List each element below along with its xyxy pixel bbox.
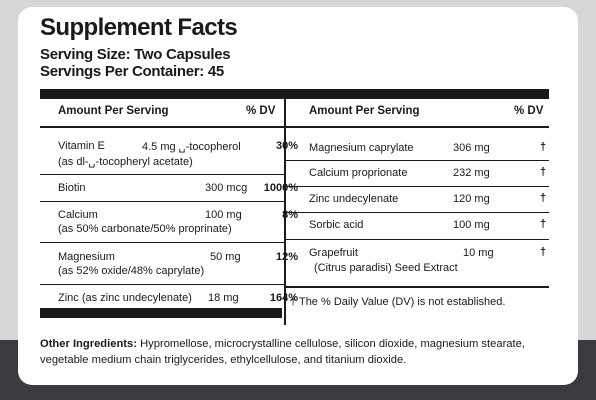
row-divider [40, 174, 284, 175]
ingredient-dv: † [540, 192, 547, 204]
header-rule [40, 89, 549, 99]
row-divider [286, 239, 549, 240]
nutrient-dv: 1000% [263, 182, 298, 194]
nutrient-amount: 18 mg [208, 292, 239, 304]
ingredient-dv: † [540, 141, 547, 153]
row-divider [40, 201, 284, 202]
row-divider [286, 212, 549, 213]
ingredient-name: Sorbic acid [309, 219, 364, 231]
ingredient-amount: 232 mg [453, 167, 490, 179]
nutrient-name: Biotin [58, 182, 86, 194]
row-divider [40, 284, 284, 285]
row-divider [40, 242, 284, 243]
nutrient-amount: 50 mg [210, 251, 241, 263]
panel-title: Supplement Facts [40, 14, 238, 41]
ingredient-sub: (Citrus paradisi) Seed Extract [314, 262, 458, 274]
servings-per-container: Servings Per Container: 45 [40, 63, 224, 80]
nutrient-name: Zinc (as zinc undecylenate) [58, 292, 192, 304]
left-header-dv: % DV [246, 105, 276, 117]
supplement-facts-card [18, 7, 578, 385]
nutrient-amount: 300 mcg [205, 182, 248, 194]
nutrient-dv: 12% [275, 251, 298, 263]
ingredient-dv: † [540, 166, 547, 178]
nutrient-name: Magnesium [58, 251, 115, 263]
footnote: † The % Daily Value (DV) is not establis… [290, 296, 506, 308]
footnote-rule [286, 286, 549, 288]
nutrient-amount: 100 mg [205, 209, 242, 221]
right-header-underline [286, 126, 549, 128]
ingredient-amount: 120 mg [453, 193, 490, 205]
left-header-amount: Amount Per Serving [58, 105, 169, 117]
row-divider [286, 186, 549, 187]
other-ingredients-text: Hypromellose, microcrystalline cellulose… [40, 338, 525, 366]
right-header-amount: Amount Per Serving [309, 105, 420, 117]
nutrient-dv: 8% [282, 209, 298, 221]
nutrient-amount: 4.5 mg ␣-tocopherol [142, 141, 241, 153]
ingredient-amount: 100 mg [453, 219, 490, 231]
nutrient-sub: (as dl-␣-tocopheryl acetate) [58, 156, 193, 168]
nutrient-name: Vitamin E [58, 140, 105, 152]
row-divider [286, 160, 549, 161]
ingredient-amount: 306 mg [453, 142, 490, 154]
nutrient-name: Calcium [58, 209, 98, 221]
left-header-underline [40, 126, 284, 128]
ingredient-amount: 10 mg [463, 247, 494, 259]
column-divider [284, 98, 286, 325]
other-ingredients: Other Ingredients: Hypromellose, microcr… [40, 336, 560, 368]
other-ingredients-label: Other Ingredients: [40, 338, 137, 350]
ingredient-name: Calcium proprionate [309, 167, 408, 179]
right-header-dv: % DV [514, 105, 544, 117]
left-bottom-rule [40, 308, 282, 318]
nutrient-sub: (as 52% oxide/48% caprylate) [58, 265, 205, 277]
nutrient-sub: (as 50% carbonate/50% proprinate) [58, 223, 232, 235]
ingredient-name: Zinc undecylenate [309, 193, 399, 205]
nutrient-dv: 164% [269, 292, 298, 304]
ingredient-name: Grapefruit [309, 247, 358, 259]
serving-size: Serving Size: Two Capsules [40, 46, 231, 63]
nutrient-dv: 30% [275, 140, 298, 152]
ingredient-dv: † [540, 218, 547, 230]
ingredient-dv: † [540, 246, 547, 258]
ingredient-name: Magnesium caprylate [309, 142, 414, 154]
